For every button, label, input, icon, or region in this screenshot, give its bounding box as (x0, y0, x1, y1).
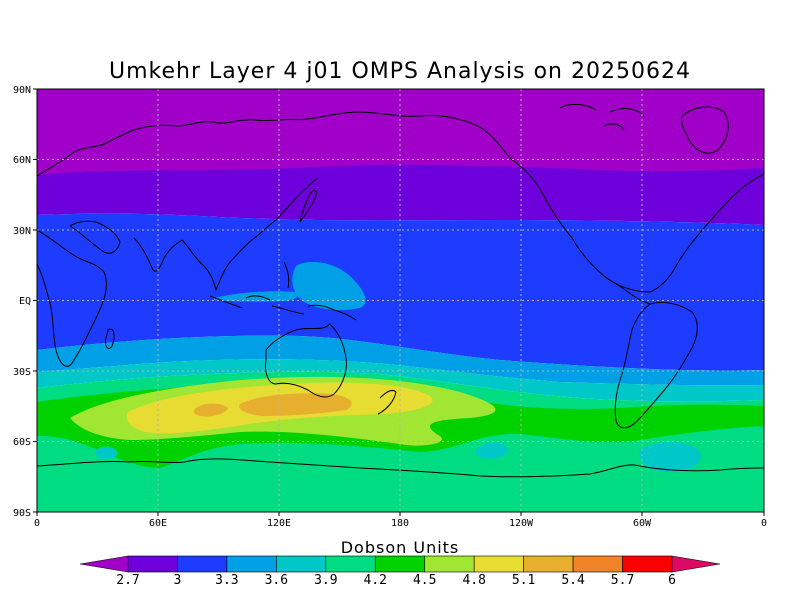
coast-new-zealand (377, 389, 397, 415)
colorbar: Dobson Units 2.7 3 3.3 3.6 3.9 4.2 4.5 4.8 5.1 5.… (79, 538, 721, 588)
coast-arabia (69, 220, 121, 254)
colorbar-label: 5.4 (561, 573, 585, 588)
coast-central-america (603, 275, 651, 305)
colorbar-label: 3.6 (265, 573, 288, 588)
colorbar-swatch (374, 555, 426, 573)
coastlines (37, 103, 764, 478)
coast-europe (37, 111, 511, 177)
colorbar-swatch-high (671, 555, 721, 573)
colorbar-label: 4.5 (413, 573, 436, 588)
colorbar-label: 4.8 (462, 573, 485, 588)
x-tick-label: 60E (149, 518, 167, 529)
coast-japan (299, 189, 317, 223)
coast-antarctica (37, 458, 764, 478)
x-tick-label: 0 (34, 518, 40, 529)
colorbar-swatch (276, 555, 327, 573)
colorbar-swatches (79, 555, 721, 573)
x-tick-label: 120E (267, 518, 291, 529)
band-antarctic-light (229, 447, 426, 489)
coast-philippines (283, 261, 290, 289)
colorbar-label: 3.3 (215, 573, 238, 588)
y-tick-label: 90S (13, 508, 31, 519)
y-tick-label: 60N (13, 155, 31, 166)
coast-madagascar (105, 328, 115, 349)
coast-australia (265, 323, 347, 398)
y-axis: 90N 60N 30N EQ 30S 60S 90S (13, 85, 37, 519)
colorbar-swatch (622, 555, 673, 573)
coast-north-america (509, 157, 764, 293)
colorbar-swatch (424, 555, 475, 573)
colorbar-label: 5.7 (611, 573, 634, 588)
coast-indonesia (209, 295, 357, 321)
band-south-mid-cyan (37, 359, 764, 402)
coast-south-america (614, 301, 698, 429)
blob-indian-ocean-strip (214, 291, 298, 302)
colorbar-label: 3 (174, 573, 182, 588)
x-tick-label: 60W (633, 518, 652, 529)
y-tick-label: 30S (13, 367, 31, 378)
colorbar-title: Dobson Units (341, 538, 460, 557)
y-tick-label: EQ (19, 296, 31, 307)
blob-south-indian-cyan (96, 446, 118, 459)
colorbar-label: 4.2 (364, 573, 387, 588)
x-tick-label: 180 (391, 518, 409, 529)
blob-west-pacific (292, 262, 366, 310)
x-axis: 0 60E 120E 180 120W 60W 0 (34, 512, 767, 529)
y-tick-label: 60S (13, 437, 31, 448)
x-tick-label: 0 (761, 518, 767, 529)
x-tick-label: 120W (509, 518, 534, 529)
colorbar-swatch (226, 555, 277, 573)
colorbar-swatch (325, 555, 376, 573)
colorbar-swatch (523, 555, 574, 573)
colorbar-swatch (473, 555, 524, 573)
coast-se-asia (181, 177, 319, 292)
band-51-orange-west (193, 403, 228, 417)
colorbar-swatch-low (79, 555, 129, 573)
coast-africa (37, 229, 107, 367)
colorbar-label: 2.7 (116, 573, 139, 588)
band-51-orange (239, 393, 352, 416)
map-plot-area (37, 89, 764, 512)
y-tick-label: 90N (13, 85, 31, 96)
blob-south-pacific-cyan (475, 442, 508, 459)
coast-greenland (681, 106, 729, 154)
graticule (37, 89, 764, 512)
colorbar-label: 6 (668, 573, 676, 588)
y-tick-label: 30N (13, 226, 31, 237)
chart-title: Umkehr Layer 4 j01 OMPS Analysis on 2025… (109, 59, 691, 84)
colorbar-swatch (177, 555, 228, 573)
colorbar-swatch (572, 555, 623, 573)
colorbar-swatch (127, 555, 178, 573)
colorbar-label: 3.9 (314, 573, 337, 588)
blob-south-atlantic-cyan (639, 441, 701, 472)
colorbar-labels: 2.7 3 3.3 3.6 3.9 4.2 4.5 4.8 5.1 5.4 5.7 6 (116, 573, 676, 588)
colorbar-label: 5.1 (512, 573, 535, 588)
